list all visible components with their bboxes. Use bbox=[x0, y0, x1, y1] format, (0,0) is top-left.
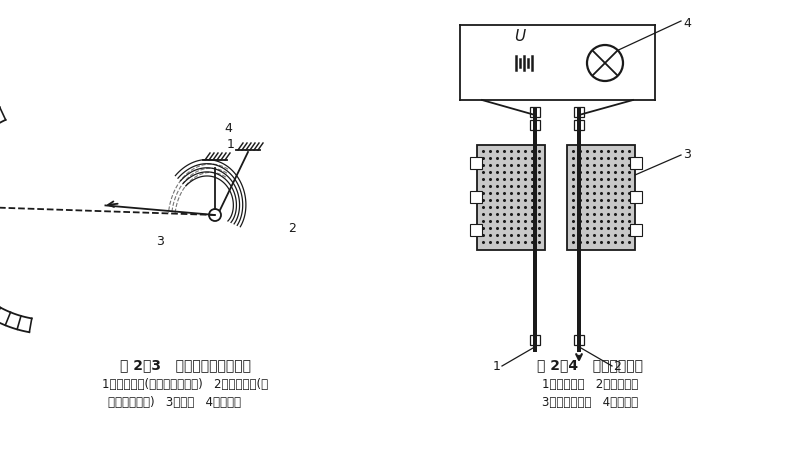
Text: 1: 1 bbox=[227, 138, 235, 151]
Circle shape bbox=[209, 209, 221, 221]
Bar bbox=[530, 120, 540, 130]
Bar bbox=[574, 335, 584, 345]
Bar bbox=[530, 335, 540, 345]
Bar bbox=[477, 145, 545, 250]
Text: 4: 4 bbox=[224, 122, 232, 135]
Bar bbox=[574, 120, 584, 130]
Bar bbox=[574, 107, 584, 117]
Text: 2: 2 bbox=[613, 360, 621, 373]
Text: 1．双金属片(有较大膨胀系数)   2．双金属片(有: 1．双金属片(有较大膨胀系数) 2．双金属片(有 bbox=[102, 378, 268, 391]
Text: 1．双金属片   2．调节螺钉: 1．双金属片 2．调节螺钉 bbox=[542, 378, 638, 391]
Text: 图 2－3   双金属温度计原理图: 图 2－3 双金属温度计原理图 bbox=[119, 358, 250, 372]
Text: 4: 4 bbox=[683, 17, 691, 30]
Bar bbox=[630, 224, 642, 236]
Text: 图 2－4   双金属信号器: 图 2－4 双金属信号器 bbox=[537, 358, 643, 372]
Text: 3: 3 bbox=[683, 149, 691, 161]
Text: 较小膨胀系数)   3．杠杆   4．记录笔: 较小膨胀系数) 3．杠杆 4．记录笔 bbox=[109, 396, 242, 409]
Bar bbox=[470, 191, 482, 203]
Bar bbox=[630, 191, 642, 203]
Bar bbox=[567, 145, 635, 250]
Bar bbox=[470, 157, 482, 169]
Text: 1: 1 bbox=[493, 360, 501, 373]
Text: 3: 3 bbox=[156, 235, 164, 248]
Text: $U$: $U$ bbox=[514, 28, 526, 44]
Bar bbox=[630, 157, 642, 169]
Bar bbox=[530, 107, 540, 117]
Text: 3．绝缘固定架   4．信号灯: 3．绝缘固定架 4．信号灯 bbox=[542, 396, 638, 409]
Text: 2: 2 bbox=[288, 221, 296, 235]
Bar bbox=[470, 224, 482, 236]
